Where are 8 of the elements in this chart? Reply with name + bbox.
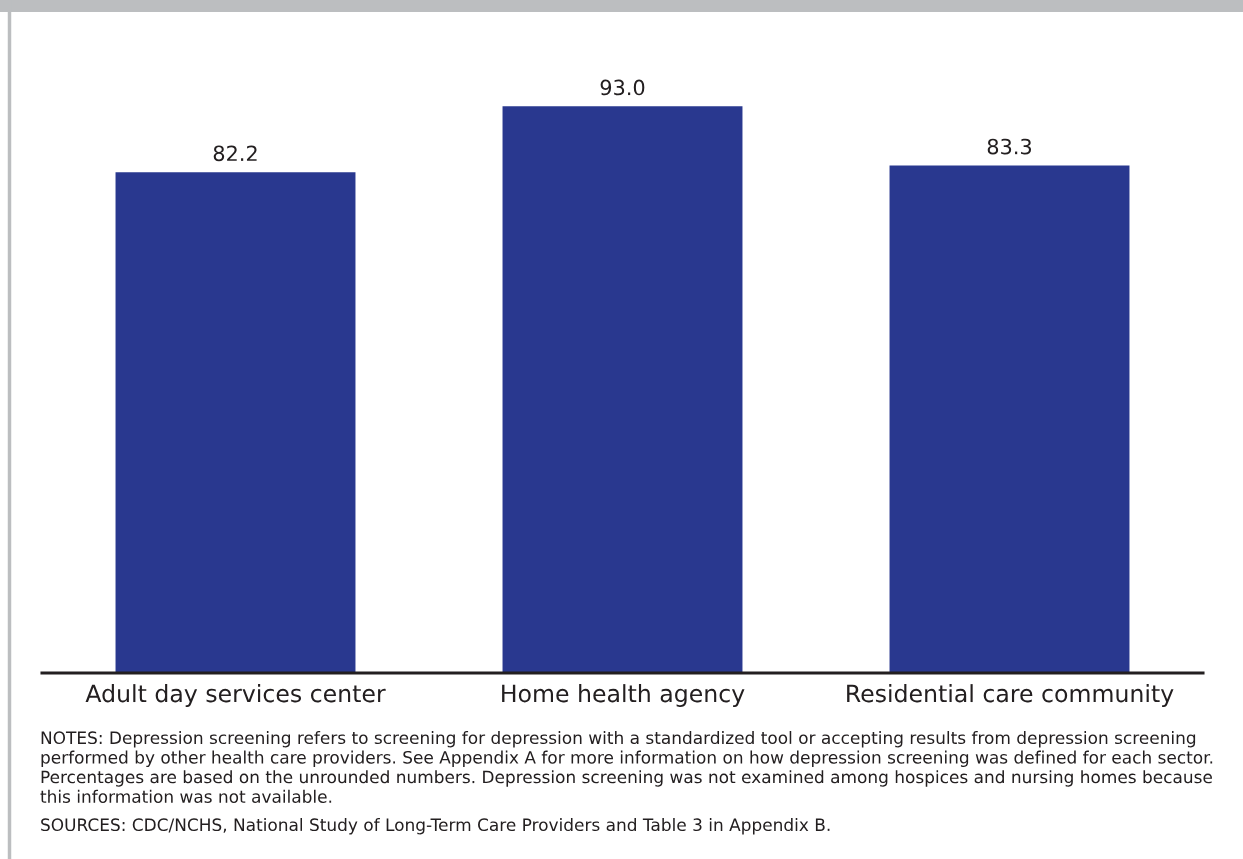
text: NOTES: Depression screening refers to screening for depression with a standardized tool or accepting results from depression screening performed by other health care providers. See Appendix A for more information on how depression screening was defined for each sector. Percentages are based on the unrounded numbers. Depression screening was not examined among hospices and nursing homes because this information was not available. [40, 731, 1213, 803]
data-label: 82.2 [213, 145, 257, 162]
source-note: SOURCES: CDC/NCHS, National Study of Long-Term Care Providers and Table 3 in Appendix B. [41, 818, 830, 835]
x-tick-label: Adult day services center [85, 684, 386, 707]
x-tick-label: Home health agency [502, 684, 745, 707]
data-label: 93.0 [600, 79, 645, 96]
data-label: 83.3 [987, 138, 1032, 155]
x-tick-label: Residential care community [847, 684, 1174, 707]
